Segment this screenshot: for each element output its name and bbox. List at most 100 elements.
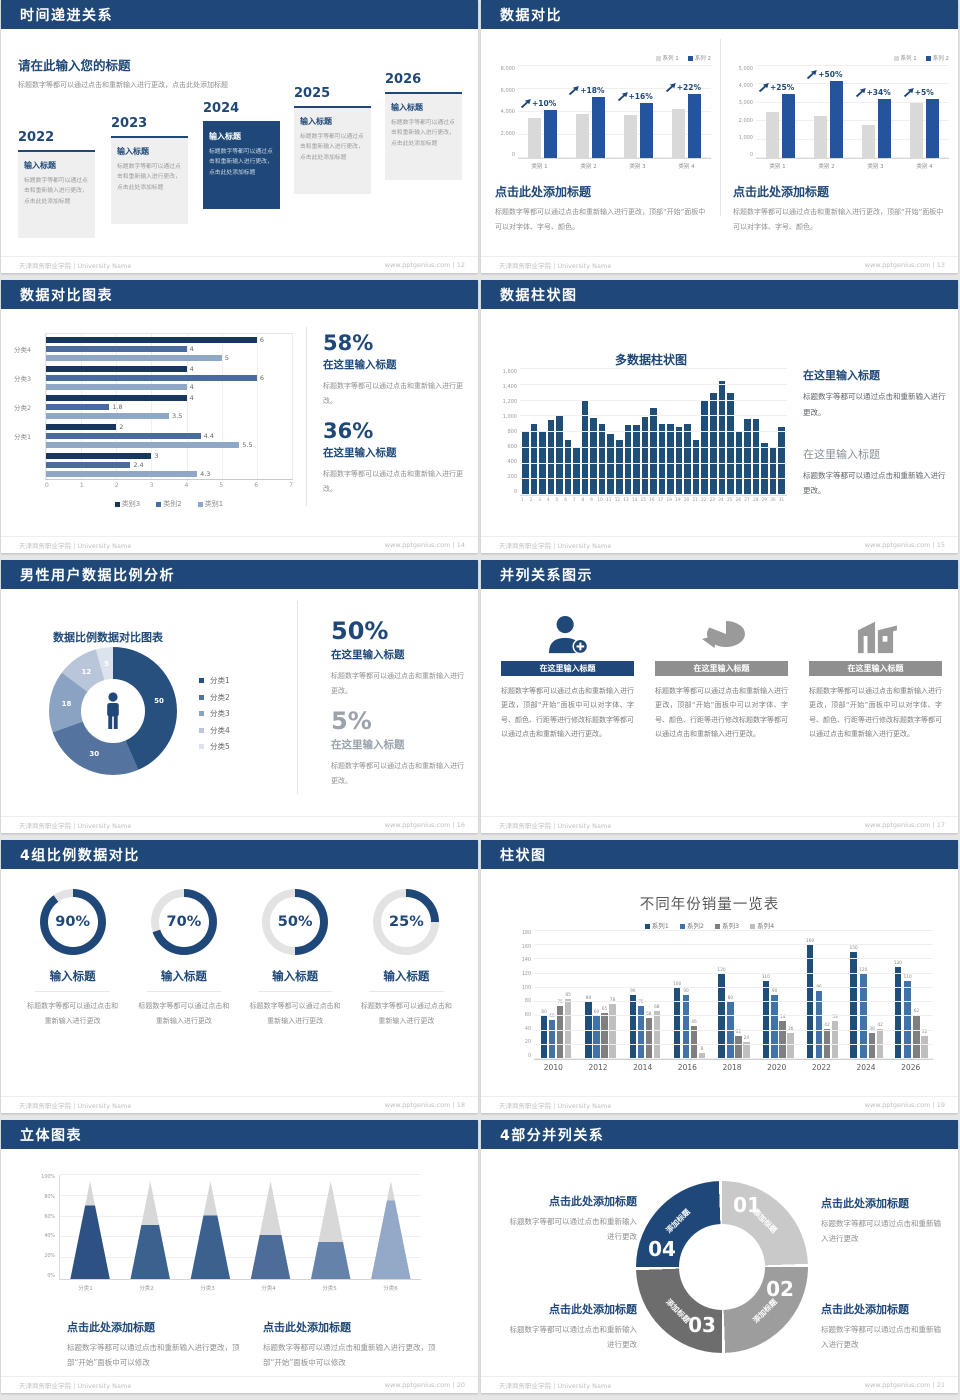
slide-17[interactable]: 并列关系图示 在这里输入标题 标题数字等都可以通过点击和重新输入进行更改，顶部“开… [481,560,958,833]
bar-series2 [591,97,605,158]
bar-series2 [640,102,654,158]
legend-swatch [156,501,162,507]
parallel-column: 在这里输入标题 标题数字等都可以通过点击和重新输入进行更改，顶部“开始”面板中可以… [501,605,634,741]
bar [607,433,615,495]
gridline [756,65,949,66]
bar-group: +50% [804,66,852,158]
note-body: 标题数字等都可以通过点击和重新输入进行更改，顶部“开始”面板中可以修改 [67,1343,240,1367]
gridline [60,1174,421,1175]
slide-15[interactable]: 数据柱状图 多数据柱状图 1,600 1,400 1,200 1,000 800 600 4… [481,280,958,553]
bar-wrap [718,369,726,495]
bar [752,418,760,495]
plot-area [520,368,787,496]
stat-value: 5% [331,707,372,735]
growth-value: +34% [866,88,891,98]
bar [718,380,726,495]
footer-site-page: www.pptgenius.com | 16 [384,821,465,829]
slide-19[interactable]: 柱状图 不同年份销量一览表 系列1 系列2 系列3 系列4 180 160 140 120 1… [481,840,958,1113]
plot-area: 分类4 6 4 5 分类3 4 6 4 分类2 4 1.8 3.5 分类1 2 4.4 5.5 3 2.4 4.3 [14,333,293,480]
bar-wrap [735,369,743,495]
slide-14[interactable]: 数据对比图表 分类4 6 4 5 分类3 4 6 4 分类2 4 1.8 3.5 分类1 2 4.4 5.5 3… [1,280,478,553]
gridline [292,334,293,479]
bar-value: 68 [654,1004,660,1010]
male-figure-icon [107,692,119,729]
slide-cell-12: 时间递进关系 请在此输入您的标题 标题数字等都可以通过点击和重新输入进行更改，点… [0,0,480,280]
circular-ring-diagram: 01 02 03 04 添加标题 添加标题 添加标题 添加标题 [636,1181,808,1353]
bar-value: 53 [832,1015,838,1021]
bar [629,995,637,1059]
axis-tick: 3 [538,497,541,502]
section-heading: 请在此输入您的标题 [18,58,131,73]
bar-wrap: 120 [717,931,726,1059]
divider [297,601,298,794]
bar-group: +25% [756,66,804,158]
footer-university: 天津商务职业学院 | University Name [499,1382,612,1390]
axis-tick: 2,000 [738,117,753,124]
category-label: 2024 [856,1063,876,1072]
bar-value: 100 [673,981,682,987]
y-axis: 8,000 6,000 4,000 2,000 0 [495,66,518,158]
slide-title-bar: 并列关系图示 [481,560,958,589]
footer-university: 天津商务职业学院 | University Name [19,1382,132,1390]
category-label: 类别 1 [531,164,548,170]
footer-site-page: www.pptgenius.com | 14 [384,541,465,549]
slide-title: 4组比例数据对比 [20,847,140,864]
divider [35,991,110,992]
bar-series2 [781,93,795,158]
column-heading: 在这里输入标题 [501,661,634,676]
bar-wrap: 60 [540,931,548,1059]
bar-value: 4 [189,382,194,391]
bar [904,980,911,1059]
axis-tick: 29 [761,497,767,502]
bar-group: 60 55 75 85 [534,931,578,1059]
axis-tick: 600 [507,444,517,450]
gridline [534,1058,933,1059]
group-label: 分类3 [14,374,32,383]
bar-group: +18% [566,66,614,158]
bar-wrap: 32 [735,931,742,1059]
slide-16[interactable]: 男性用户数据比例分析 数据比例数据对比图表 50 30 18 12 5 分类1 分类2 分类… [1,560,478,833]
gridline [221,334,223,479]
slide-21[interactable]: 4部分并列关系 01 02 03 04 添加标题 添加标题 添加标题 添加标题 点击此处添加标… [481,1120,958,1393]
slide-12[interactable]: 时间递进关系 请在此输入您的标题 标题数字等都可以通过点击和重新输入进行更改，点… [1,0,478,273]
slide-footer: 天津商务职业学院 | University Name www.pptgenius.… [1,1096,478,1113]
gauge-heading: 输入标题 [272,969,319,983]
slide-title: 4部分并列关系 [500,1127,605,1144]
category-label: 2010 [543,1063,563,1072]
x-axis: 类别 1 类别 2 类别 3 类别 4 [753,159,949,170]
slide-20[interactable]: 立体图表 100% 80% 60% 40% 20% 0% 分类1 分类2 分类3 分类4 分类5 分类… [1,1120,478,1393]
category-label: 类别 3 [629,164,646,170]
horizontal-bar-chart: 分类4 6 4 5 分类3 4 6 4 分类2 4 1.8 3.5 分类1 2 4.4 5.5 3 2.4 4.3 0… [13,333,293,509]
bar-wrap: 32 [921,931,928,1059]
stat-body: 标题数字等都可以通过点击和重新输入进行更改。 [331,762,464,785]
gauge-ring: 70% [150,889,217,955]
timeline-box-body: 标题数字等都可以通过点击和重新输入进行更改，点击此处添加标题 [24,178,88,205]
legend-swatch [199,694,204,700]
category-label: 类别 2 [580,164,597,170]
slide-18[interactable]: 4组比例数据对比 90% 输入标题 标题数字等都可以通过点击和重新输入进行更改 70%… [1,840,478,1113]
gauge-ring: 90% [39,889,106,955]
note-heading: 点击此处添加标题 [263,1321,351,1334]
bar-chart: 系列 1 系列 2 5,000 4,000 3,000 2,000 1,000 0 +25% +5… [733,53,949,170]
axis-tick: 80% [44,1194,55,1200]
segment-number: 01 [733,1193,761,1217]
category-label: 分类1 [78,1286,93,1292]
bar [564,439,572,495]
arrow-up-right-icon [855,88,866,98]
slice-value: 5 [104,660,110,669]
legend-item: 类别3 [114,499,140,509]
axis-tick: 0 [749,151,753,158]
bar-wrap: 42 [823,931,831,1059]
note-block-2: 点击此处添加标题 标题数字等都可以通过点击和重新输入进行更改，顶部“开始”面板中… [263,1319,445,1370]
slide-13[interactable]: 数据对比 系列 1 系列 2 8,000 6,000 4,000 2,000 0 +10% +1… [481,0,958,273]
bar-series2 [829,80,843,158]
bar [556,415,563,495]
bar-wrap: 90 [629,931,637,1059]
stat-heading: 在这里输入标题 [323,447,397,459]
bar-row: 1.8 [46,403,292,411]
bar-wrap [624,369,632,495]
column-heading: 在这里输入标题 [655,661,788,676]
axis-tick: 0 [45,482,49,489]
bar-value: 60 [593,1010,600,1016]
axis-tick: 1 [520,497,524,502]
